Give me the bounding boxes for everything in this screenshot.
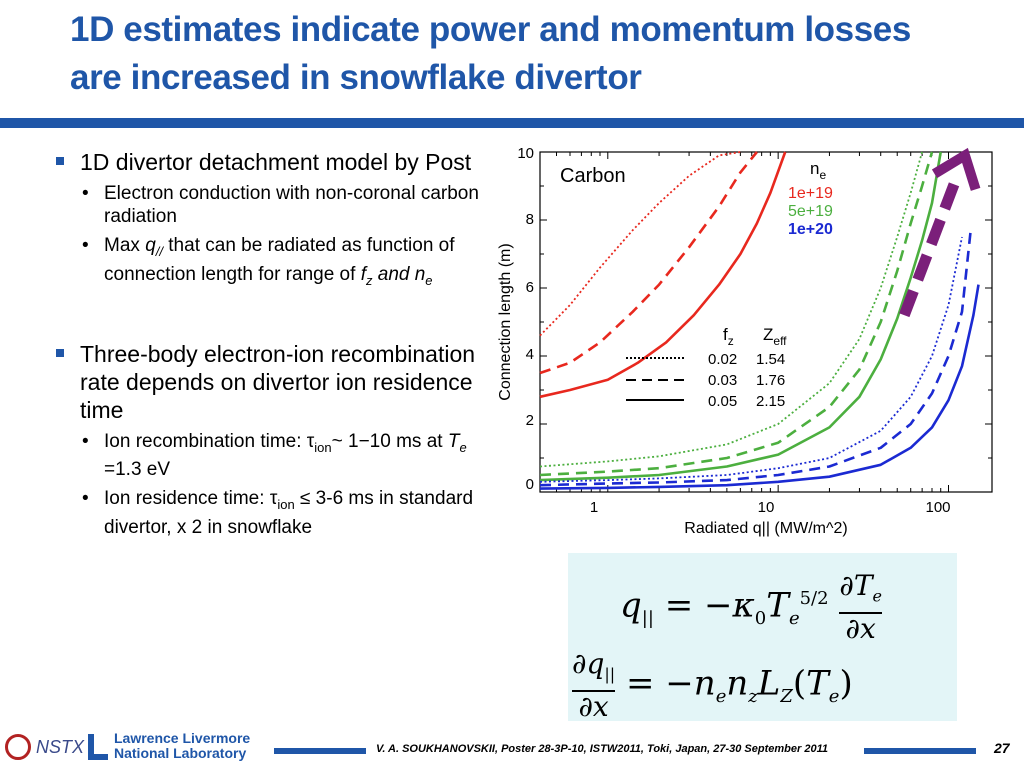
y-tick-label-2: 2 [526, 412, 534, 429]
purple-dashed-arrow [899, 147, 981, 318]
bullet-text: Three-body electron-ion recombination ra… [80, 340, 476, 423]
legend-zeff-176: 1.76 [756, 372, 785, 389]
equation-box: q|| = −κ0Te5/2 ∂Te ∂x ∂q|| ∂x = −nenzLZ(… [568, 553, 957, 721]
legend-fz-header: fz [723, 325, 734, 348]
nstx-logo-icon [5, 734, 31, 760]
series-line-ne-1e+20-fz-0.03 [539, 230, 972, 487]
legend-zeff-215: 2.15 [756, 393, 785, 410]
legend-ne-5e19: 5e+19 [788, 203, 833, 220]
bullet-post-model: 1D divertor detachment model by Post [52, 148, 482, 176]
subbullet-electron-conduction: • Electron conduction with non-coronal c… [52, 182, 482, 228]
series-line-ne-1e+19-fz-0.03 [539, 151, 758, 375]
x-tick-label-100: 100 [925, 499, 950, 516]
subbullet-text-pre: Ion recombination time: [104, 430, 307, 452]
subbullet-residence-time: • Ion residence time: τion ≤ 3-6 ms in s… [52, 487, 482, 539]
legend-ne-title: ne [810, 159, 826, 182]
y-tick-label-0: 0 [526, 476, 534, 493]
series-line-ne-1e+20-fz-0.05 [539, 284, 980, 490]
radiation-equation: ∂q|| ∂x = −nenzLZ(Te) [572, 647, 853, 723]
T-subscript: e [459, 439, 467, 455]
subbullet-text-post: ≤ 3-6 ms in standard divertor, x 2 in sn… [104, 488, 474, 539]
nstx-logo-text: NSTX [36, 737, 85, 757]
dot-bullet-icon: • [82, 183, 89, 204]
dot-bullet-icon: • [82, 235, 89, 256]
n-subscript: e [425, 272, 433, 288]
f-subscript: z [365, 272, 373, 288]
footer-citation: V. A. SOUKHANOVSKII, Poster 28-3P-10, IS… [376, 743, 828, 755]
series-line-ne-5e+19-fz-0.03 [539, 151, 934, 477]
arrow-head-icon [931, 147, 981, 191]
title-divider [0, 118, 1024, 128]
arrow-shaft [899, 174, 963, 318]
legend-fz-002: 0.02 [708, 351, 737, 368]
slide-title: 1D estimates indicate power and momentum… [70, 10, 911, 97]
chart-series [539, 151, 980, 490]
legend-fz-003: 0.03 [708, 372, 737, 389]
T-symbol: T [447, 430, 460, 452]
and-n-text: and n [372, 263, 426, 285]
bullet-recombination: Three-body electron-ion recombination ra… [52, 340, 482, 424]
legend-zeff-header: Zeff [763, 325, 787, 348]
legend-ne-1e20: 1e+20 [788, 221, 833, 238]
dot-bullet-icon: • [82, 430, 89, 452]
y-tick-label-6: 6 [526, 279, 534, 296]
subbullet-text-post: that can be radiated as function of conn… [104, 235, 455, 285]
q-subscript: // [155, 243, 163, 259]
x-axis-label: Radiated q|| (MW/m^2) [684, 520, 847, 537]
footer-rule-right [864, 748, 976, 754]
square-bullet-icon [56, 348, 64, 357]
series-line-ne-5e+19-fz-0.02 [539, 151, 923, 468]
y-tick-label-10: 10 [517, 145, 534, 162]
llnl-logo-text: Lawrence Livermore National Laboratory [114, 730, 251, 761]
f-symbol: f [360, 263, 366, 285]
connection-length-chart: 0 2 4 6 8 10 1 10 100 Radiated q|| (MW/m… [497, 145, 993, 537]
bullet-text: 1D divertor detachment model by Post [80, 149, 472, 175]
footer-rule-left [274, 748, 366, 754]
series-line-ne-5e+19-fz-0.05 [539, 151, 942, 482]
tau-subscript: ion [314, 439, 332, 455]
series-line-ne-1e+19-fz-0.05 [539, 151, 787, 399]
subbullet-text-pre: Ion residence time: [104, 488, 270, 510]
square-bullet-icon [56, 157, 64, 165]
tau-symbol: τ [306, 430, 315, 452]
subbullet-recombination-time: • Ion recombination time: τion~ 1−10 ms … [52, 430, 482, 482]
subbullet-max-q: • Max q// that can be radiated as functi… [52, 234, 482, 292]
subbullet-text-pre: Max [104, 235, 146, 256]
x-tick-label-1: 1 [590, 499, 598, 516]
heat-flux-equation: q|| = −κ0Te5/2 ∂Te ∂x [620, 569, 882, 645]
legend-fz-005: 0.05 [708, 393, 737, 410]
subbullet-text-post: =1.3 eV [104, 459, 171, 481]
bullet-list: 1D divertor detachment model by Post • E… [52, 148, 482, 543]
llnl-logo-icon [88, 734, 108, 760]
subbullet-text: Electron conduction with non-coronal car… [104, 183, 479, 227]
y-tick-label-8: 8 [526, 211, 534, 228]
y-tick-label-4: 4 [526, 346, 534, 363]
page-number: 27 [994, 740, 1010, 756]
dot-bullet-icon: • [82, 488, 89, 510]
legend-ne-1e19: 1e+19 [788, 185, 833, 202]
x-tick-label-10: 10 [758, 499, 775, 516]
q-symbol: q [145, 235, 156, 256]
series-line-ne-1e+19-fz-0.02 [539, 151, 741, 337]
tau-symbol: τ [269, 488, 278, 510]
legend-zeff-154: 1.54 [756, 351, 785, 368]
carbon-annotation: Carbon [560, 165, 626, 187]
subbullet-text-mid: ~ 1−10 ms at [331, 430, 448, 452]
tau-subscript: ion [277, 497, 295, 513]
y-axis-label: Connection length (m) [497, 243, 514, 400]
